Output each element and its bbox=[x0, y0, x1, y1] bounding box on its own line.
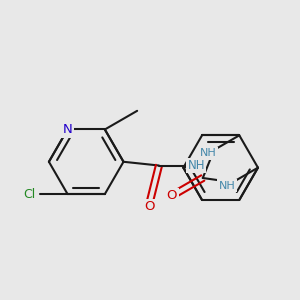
Text: NH: NH bbox=[218, 181, 235, 190]
Text: O: O bbox=[167, 189, 177, 203]
Text: NH: NH bbox=[200, 148, 217, 158]
Text: O: O bbox=[144, 200, 155, 213]
Text: N: N bbox=[63, 123, 72, 136]
Text: NH: NH bbox=[188, 159, 205, 172]
Text: Cl: Cl bbox=[23, 188, 35, 201]
